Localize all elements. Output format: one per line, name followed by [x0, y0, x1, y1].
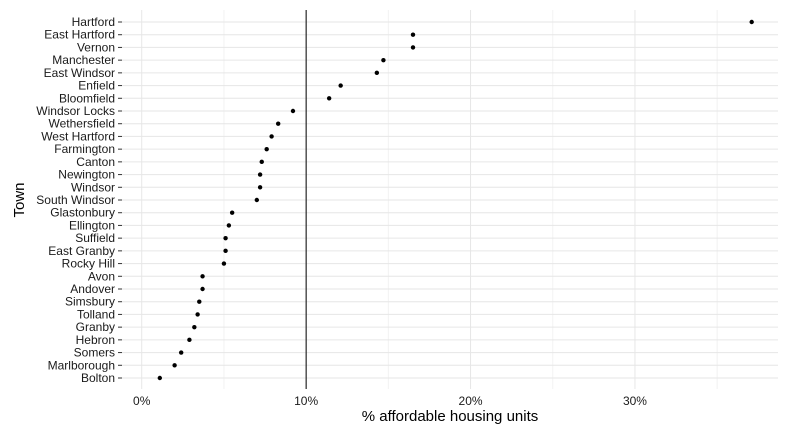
data-point: [195, 312, 200, 317]
y-tick-label: Hartford: [72, 15, 115, 29]
y-tick-label: Bolton: [81, 371, 115, 385]
data-point: [223, 248, 228, 254]
y-tick-label: Marlborough: [48, 358, 115, 372]
data-point: [157, 375, 163, 381]
data-point: [178, 350, 184, 355]
y-tick-label: Tolland: [77, 307, 115, 321]
data-point: [749, 19, 754, 25]
data-point: [374, 70, 380, 76]
data-point: [226, 223, 232, 228]
x-axis-title: % affordable housing units: [362, 408, 539, 425]
data-point: [187, 337, 192, 343]
data-point: [290, 108, 296, 114]
y-tick-label: Suffield: [75, 231, 115, 245]
y-axis-title: Town: [11, 182, 28, 217]
y-tick-label: Granby: [76, 320, 115, 334]
y-tick-label: Manchester: [52, 53, 115, 67]
y-tick-label: Enfield: [78, 79, 115, 93]
data-point: [223, 235, 228, 241]
y-tick-label: Vernon: [77, 40, 115, 54]
x-tick-label: 20%: [459, 394, 483, 408]
y-tick-label: Bloomfield: [59, 91, 115, 105]
y-tick-label: Canton: [76, 155, 115, 169]
y-tick-label: Ellington: [69, 218, 115, 232]
y-tick-label: West Hartford: [41, 129, 115, 143]
data-point: [257, 185, 263, 190]
y-tick-label: Farmington: [54, 142, 115, 156]
y-tick-label: Wethersfield: [49, 117, 115, 131]
data-point: [254, 197, 260, 203]
data-point: [197, 299, 202, 304]
data-point: [326, 96, 332, 101]
data-point: [200, 286, 205, 292]
data-point: [275, 121, 281, 126]
data-point: [264, 146, 269, 152]
data-point: [229, 210, 235, 215]
x-tick-label: 30%: [623, 394, 647, 408]
y-tick-label: East Granby: [48, 244, 115, 258]
y-tick-label: Somers: [74, 346, 115, 360]
y-tick-label: Simsbury: [65, 295, 115, 309]
y-tick-label: South Windsor: [36, 193, 115, 207]
y-tick-label: Hebron: [76, 333, 115, 347]
y-tick-label: Rocky Hill: [62, 257, 115, 271]
data-point: [172, 363, 177, 368]
y-tick-label: Glastonbury: [50, 206, 115, 220]
y-tick-label: Newington: [58, 168, 115, 182]
data-point: [221, 261, 227, 266]
data-points: [157, 19, 754, 381]
y-tick-label: East Windsor: [44, 66, 115, 80]
x-tick-label: 0%: [133, 394, 151, 408]
data-point: [257, 172, 263, 177]
data-point: [410, 32, 416, 37]
data-point: [338, 83, 343, 88]
data-point: [269, 134, 274, 139]
data-point: [200, 274, 205, 279]
y-tick-label: Windsor Locks: [36, 104, 115, 118]
y-tick-label: East Hartford: [44, 28, 115, 42]
y-tick-label: Avon: [88, 269, 115, 283]
data-point: [410, 45, 416, 50]
y-tick-label: Windsor: [71, 180, 115, 194]
y-tick-label: Andover: [70, 282, 115, 296]
x-tick-label: 10%: [294, 394, 318, 408]
data-point: [259, 159, 264, 165]
x-tick-labels: 0% 10% 20% 30%: [133, 394, 647, 408]
data-point: [381, 57, 386, 63]
data-point: [192, 324, 197, 330]
